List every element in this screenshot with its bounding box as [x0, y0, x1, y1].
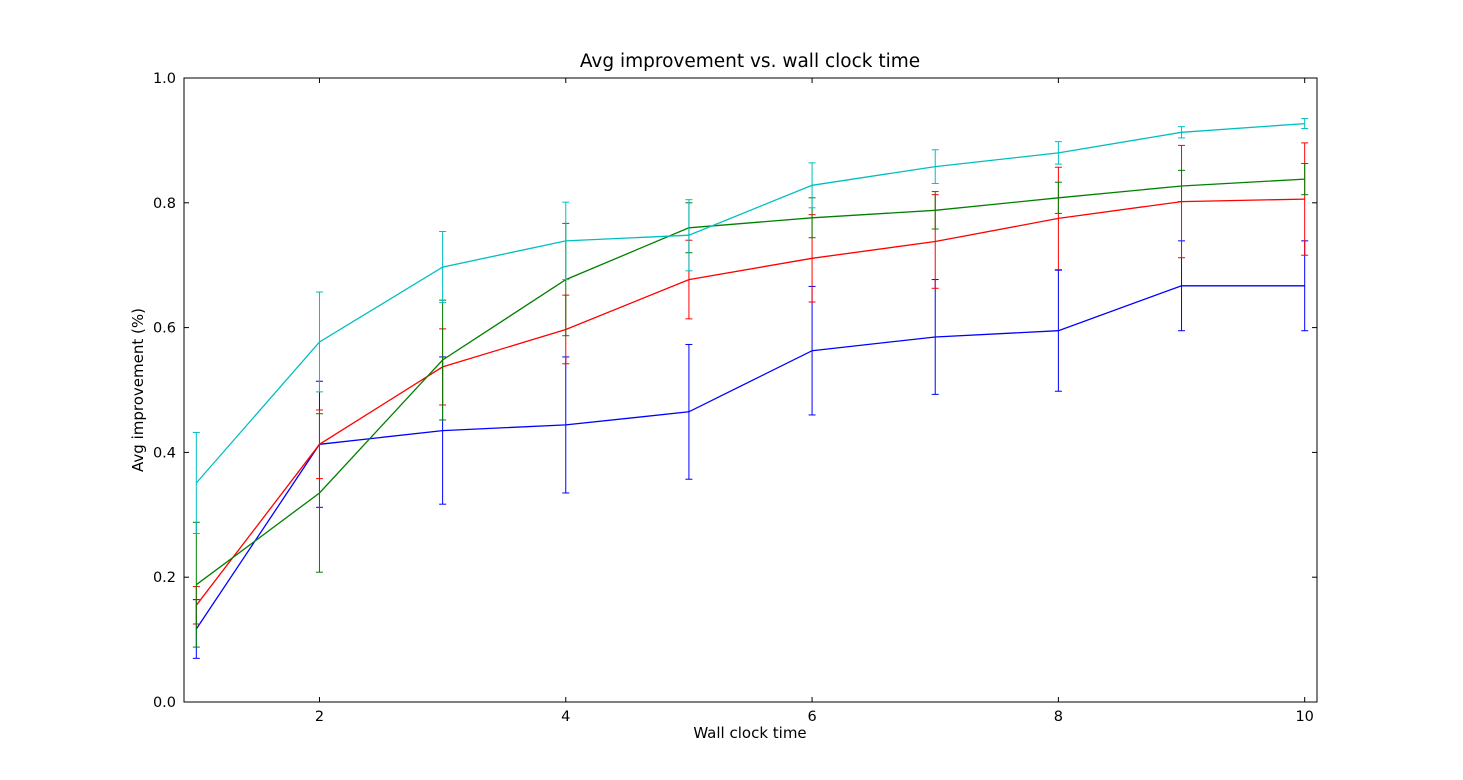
series-0 [192, 240, 1309, 659]
y-tick-label: 0.8 [153, 196, 176, 212]
error-bar [1301, 162, 1309, 196]
error-bar [1178, 169, 1186, 203]
series-1 [192, 142, 1309, 625]
y-tick-label: 0.0 [153, 695, 176, 711]
error-bar [192, 521, 200, 648]
x-tick-label: 4 [561, 709, 570, 725]
y-tick-label: 0.2 [153, 570, 176, 586]
axis-ticks: 2 4 6 8 10 0.0 0.2 0.4 0.6 0.8 1.0 [153, 71, 1317, 725]
error-bar [685, 199, 693, 272]
plot-frame [183, 77, 1318, 703]
series-line-0 [195, 285, 1305, 630]
x-axis-label: Wall clock time [693, 724, 806, 742]
x-tick-label: 6 [807, 709, 816, 725]
series-2 [192, 162, 1309, 648]
error-bar [685, 343, 693, 480]
error-bar [931, 149, 939, 184]
error-bar [439, 299, 447, 421]
series-line-1 [195, 198, 1305, 606]
error-bar [562, 201, 570, 281]
error-bar [931, 191, 939, 230]
plot-area [192, 118, 1309, 659]
error-bar [1054, 141, 1062, 165]
y-tick-label: 0.6 [153, 321, 176, 337]
error-bar [1178, 126, 1186, 139]
series-3 [192, 118, 1309, 535]
error-bar [1054, 181, 1062, 214]
error-bar [315, 413, 323, 573]
error-bar [315, 291, 323, 393]
error-bar [439, 231, 447, 304]
error-bar [1301, 118, 1309, 130]
error-bar [1054, 269, 1062, 392]
error-bar [192, 431, 200, 535]
x-tick-label: 10 [1295, 709, 1313, 725]
chart-title: Avg improvement vs. wall clock time [580, 51, 920, 72]
y-tick-label: 1.0 [153, 71, 176, 87]
x-tick-label: 8 [1054, 709, 1063, 725]
series-line-3 [195, 122, 1305, 484]
y-tick-label: 0.4 [153, 445, 176, 461]
error-bar [1301, 142, 1309, 256]
series-line-2 [195, 178, 1305, 586]
y-axis-label: Avg improvement (%) [129, 308, 147, 472]
x-tick-label: 2 [315, 709, 324, 725]
error-bar [808, 162, 816, 209]
